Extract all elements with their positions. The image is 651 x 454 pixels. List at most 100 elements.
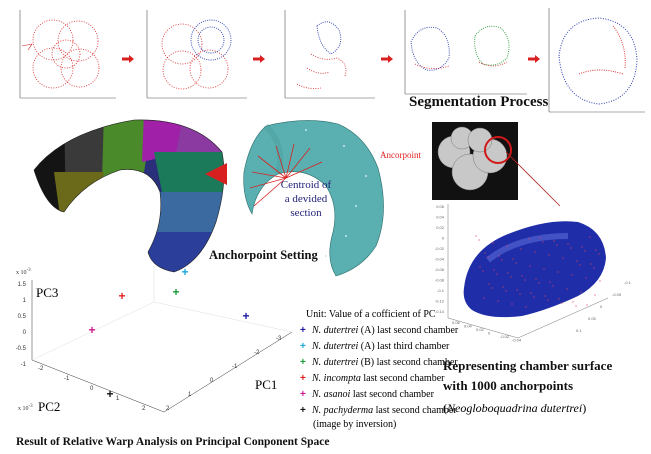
- plus-marker-icon: +: [300, 373, 306, 384]
- anchorpoint-dot: [488, 283, 490, 285]
- pc3-label: PC3: [36, 285, 59, 300]
- anchorpoint-dot: [496, 273, 498, 275]
- anchorpoint-dot: [510, 276, 512, 278]
- surface-x-tick: 0.05: [588, 316, 597, 321]
- surface-z-tick: -0.02: [500, 334, 510, 339]
- anchorpoint-dot: [505, 290, 507, 292]
- surface-y-tick: 0.02: [436, 225, 445, 230]
- arrow-icon: [528, 55, 540, 63]
- anchorpoint-dot: [507, 272, 509, 274]
- surface-z-tick: 0.04: [464, 324, 473, 329]
- leader-line: [504, 150, 564, 210]
- anchorpoint-dot: [528, 238, 530, 240]
- pc1-tick: 1: [188, 392, 192, 398]
- seg-panel-1: [8, 6, 118, 108]
- legend-note: (image by inversion): [313, 419, 397, 430]
- anchorpoint-dot: [530, 292, 532, 294]
- plus-marker-icon: +: [300, 325, 306, 336]
- plus-marker-icon: +: [300, 341, 306, 352]
- seg-panel-4: [397, 6, 529, 106]
- legend-description: (B) last second chamber: [358, 357, 458, 368]
- anchorpoint-dot: [579, 264, 581, 266]
- anchorpoint-dot: [548, 254, 550, 256]
- foraminifera-photo: [432, 122, 518, 200]
- pc2-tick: 1: [116, 396, 120, 402]
- anchorpoint-dot: [482, 270, 484, 272]
- legend-item: + N. dutertrei (A) last third chamber: [300, 341, 449, 352]
- anchorpoint-dot: [590, 263, 592, 265]
- anchorpoint-dot: [570, 247, 572, 249]
- anchorpoint-dot: [594, 294, 596, 296]
- surface-x-tick: 0.1: [576, 328, 582, 333]
- anchorpoint-dot: [558, 298, 560, 300]
- anchorpoint-dot: [501, 259, 503, 261]
- anchorpoint-dot: [561, 302, 563, 304]
- anchorpoint-dot: [487, 256, 489, 258]
- legend-item: + N. pachyderma last second chamber: [300, 405, 457, 416]
- centroid-label: Centroid of a devided section: [280, 179, 332, 219]
- surface-title-line2: with 1000 anchorpoints: [443, 378, 574, 393]
- surface-x-tick: -0.05: [612, 292, 622, 297]
- anchorpoint-dot: [491, 287, 493, 289]
- anchorpoint-dot: [542, 241, 544, 243]
- surface-species-name: Neogloboquadrina dutertrei: [447, 401, 583, 415]
- pca-point: +: [242, 309, 249, 323]
- legend-description: last second chamber: [360, 373, 445, 384]
- pc3-tick: -1: [20, 362, 26, 368]
- surface-title-line1: Representing chamber surface: [443, 358, 613, 373]
- pca-point: +: [181, 265, 188, 279]
- pc2-tick: -1: [64, 376, 70, 382]
- anchorpoint-dot: [539, 237, 541, 239]
- legend-description: (A) last third chamber: [358, 341, 450, 352]
- divided-section-image: [226, 116, 392, 280]
- pca-exponent-sup: -3: [28, 404, 33, 409]
- surface-y-tick: -0.06: [435, 267, 445, 272]
- pca-exponent: x 10-3: [16, 268, 31, 276]
- anchorpoint-dot: [571, 274, 573, 276]
- anchorpoint-dot: [506, 245, 508, 247]
- plus-marker-icon: +: [300, 389, 306, 400]
- surface-y-tick: -0.12: [435, 299, 445, 304]
- anchorpoint-dot: [483, 297, 485, 299]
- anchorpoint-dot: [520, 248, 522, 250]
- surface-z-tick: 0.06: [452, 320, 461, 325]
- pc2-label: PC2: [38, 399, 61, 414]
- surface-y-tick: -0.14: [435, 309, 445, 314]
- anchorpoint-dot: [584, 250, 586, 252]
- legend-species: N. dutertrei: [312, 341, 359, 352]
- anchorpoint-dot: [553, 240, 555, 242]
- pc1-tick: 0: [210, 378, 214, 384]
- anchorpoint-dot: [529, 265, 531, 267]
- anchorpoint-dot: [497, 300, 499, 302]
- pc3-tick: 1: [22, 298, 26, 304]
- surface-y-tick: 0: [442, 236, 445, 241]
- anchorpoint-dot: [479, 266, 481, 268]
- legend-description: last second chamber: [350, 389, 434, 400]
- pc2-tick: 2: [142, 406, 146, 412]
- anchorpoint-dot: [572, 301, 574, 303]
- chamber-surface-plot: 0.06 0.04 0.02 0 -0.02 -0.04 -0.06 -0.08 -0.1 -0.…: [428, 200, 651, 350]
- surface-y-tick: 0.04: [436, 215, 445, 220]
- anchorpoint-dot: [562, 257, 564, 259]
- legend-item: + N. asanoi last second chamber: [300, 389, 434, 400]
- plus-marker-icon: +: [300, 357, 306, 368]
- anchorpoint-dot: [535, 278, 537, 280]
- arrow-icon: [381, 55, 393, 63]
- anchorpoint-dot: [593, 267, 595, 269]
- legend-item: + N. dutertrei (B) last second chamber: [300, 357, 458, 368]
- anchorpoint-dot: [502, 286, 504, 288]
- anchorpoint-dot: [557, 271, 559, 273]
- surface-y-tick: -0.02: [435, 246, 445, 251]
- anchorpoint-dot: [492, 242, 494, 244]
- pc1-tick: -1: [232, 364, 238, 370]
- legend-species: N. asanoi: [312, 389, 351, 400]
- legend-species: N. pachyderma: [312, 405, 374, 416]
- surface-x-tick: -0.1: [624, 280, 632, 285]
- anchorpoint-dot: [595, 249, 597, 251]
- legend-description: last second chamber: [373, 405, 457, 416]
- arrow-icon: [253, 55, 265, 63]
- legend-description: (A) last second chamber: [358, 325, 459, 336]
- pca-point: +: [106, 387, 113, 401]
- pc3-tick: 0.5: [17, 314, 26, 320]
- pca-title: Result of Relative Warp Analysis on Prin…: [16, 436, 330, 448]
